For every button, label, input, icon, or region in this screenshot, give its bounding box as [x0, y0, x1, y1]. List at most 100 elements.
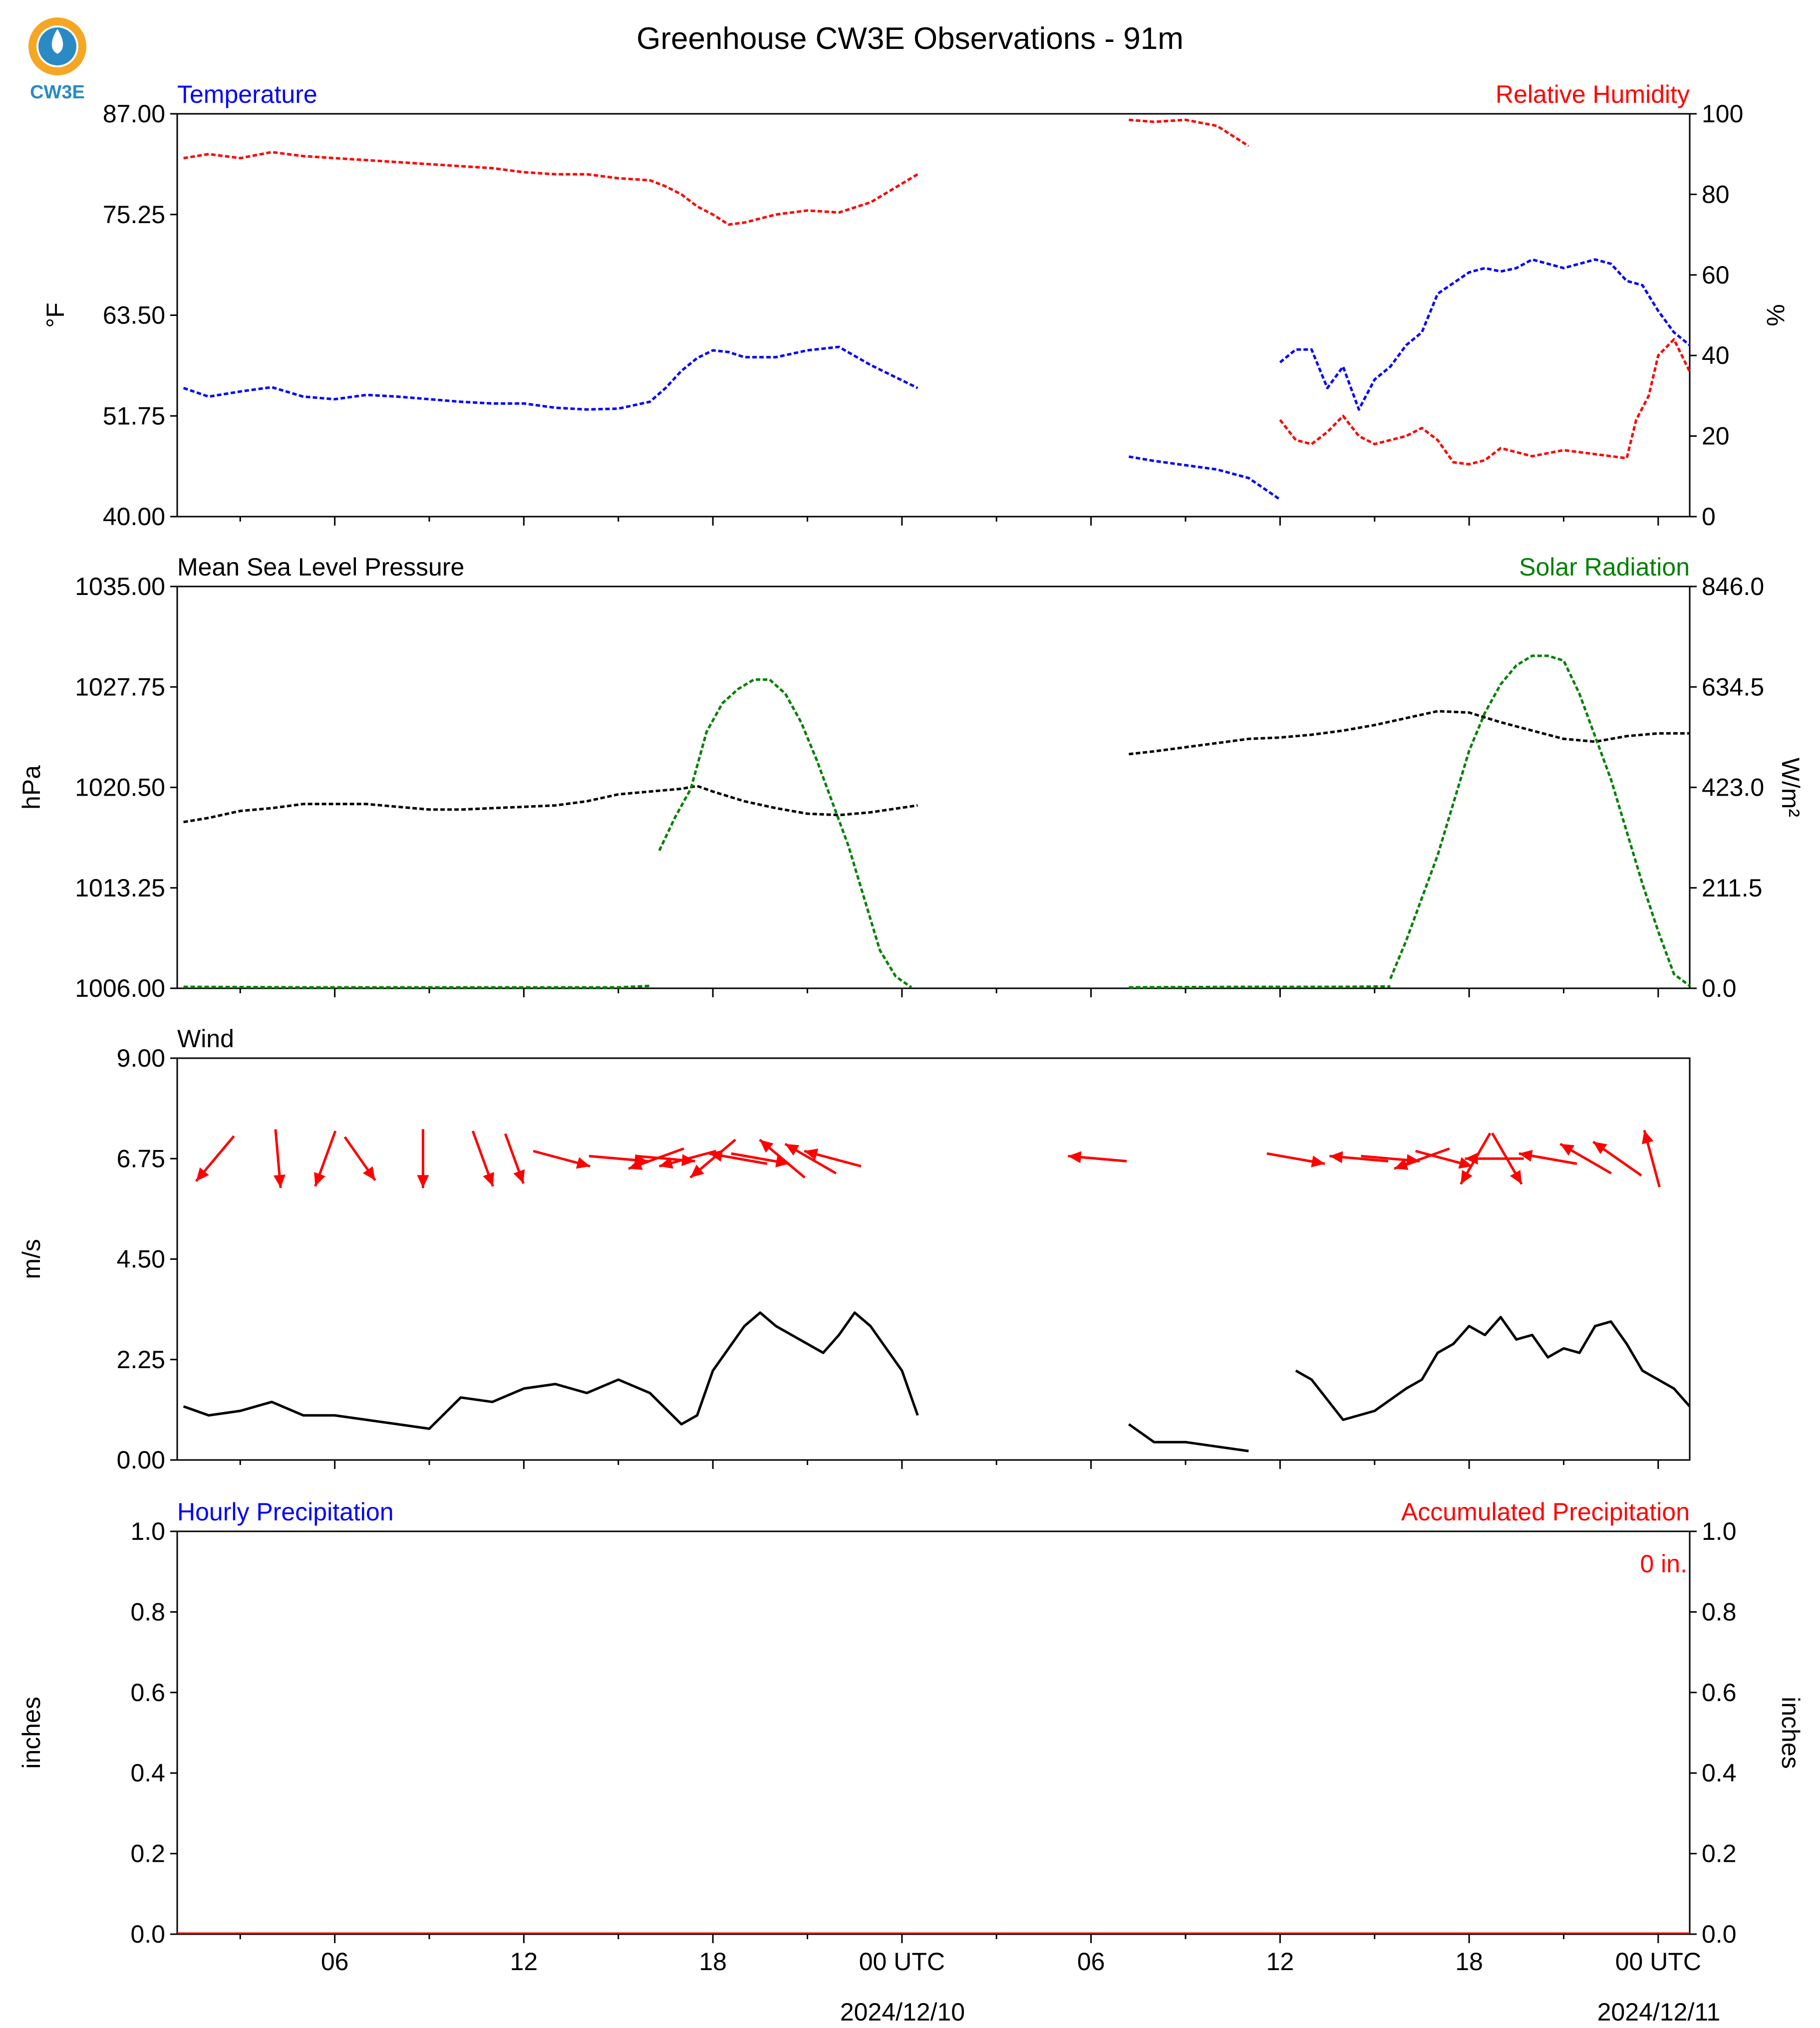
- wind-left-tick-label: 4.50: [117, 1245, 165, 1273]
- x-tick-label: 00 UTC: [859, 1948, 945, 1976]
- wind-left-tick-label: 2.25: [117, 1346, 165, 1374]
- temperature-series-1-segment-2: [1279, 338, 1691, 466]
- wind-arrow: [804, 1149, 862, 1167]
- logo-drop-icon: [51, 29, 63, 54]
- figure-title: Greenhouse CW3E Observations - 91m: [636, 21, 1184, 56]
- wind-arrow-head-icon: [759, 1140, 774, 1153]
- wind-arrow: [709, 1150, 768, 1165]
- wind-arrow: [417, 1129, 429, 1188]
- date-label-1: 2024/12/10: [840, 1998, 965, 2026]
- panel-precipitation: 1.0 0.8 0.6 0.4 0.2 0.0 1.0 0.8 0.6 0.4 0.2 0.0 06 12…: [17, 1498, 1805, 1976]
- logo-text: CW3E: [30, 82, 85, 103]
- wind-arrow: [314, 1130, 337, 1187]
- wind-arrow-head-icon: [1593, 1142, 1607, 1155]
- pressure-right-tick-label: 846.0: [1702, 573, 1764, 600]
- x-tick-label: 00 UTC: [1615, 1948, 1701, 1976]
- temperature-series-1-segment-1: [1129, 118, 1249, 147]
- temperature-right-tick-label: 0: [1702, 503, 1716, 531]
- pressure-series-1-segment-1: [658, 678, 912, 989]
- pressure-left-tick-label: 1027.75: [75, 673, 165, 701]
- temperature-right-tick-label: 60: [1702, 261, 1730, 289]
- wind-arrow-head-icon: [1329, 1151, 1343, 1163]
- wind-arrow-head-icon: [681, 1154, 695, 1166]
- pressure-right-tick-label: 211.5: [1702, 874, 1762, 902]
- wind-arrow: [1559, 1143, 1612, 1174]
- wind-arrow: [689, 1139, 736, 1179]
- pressure-left-ylabel: hPa: [17, 765, 45, 810]
- wind-arrow: [273, 1129, 286, 1188]
- panel-wind: 9.00 6.75 4.50 2.25 0.00 Wind m/s: [17, 1025, 1691, 1474]
- wind-arrow: [1415, 1150, 1473, 1169]
- temperature-left-ylabel: °F: [41, 302, 69, 328]
- wind-arrow-head-icon: [1394, 1159, 1409, 1170]
- wind-arrow-head-icon: [417, 1175, 429, 1188]
- precipitation-right-ylabel: inches: [1777, 1697, 1805, 1769]
- accumulated-precip-label: 0 in.: [1640, 1550, 1687, 1578]
- wind-arrow-head-icon: [1311, 1156, 1325, 1167]
- wind-arrow-head-icon: [513, 1169, 525, 1184]
- pressure-series-1-segment-3: [1389, 654, 1691, 987]
- pressure-right-tick-label: 0.0: [1702, 974, 1737, 1002]
- temperature-left-title: Temperature: [177, 80, 317, 108]
- precipitation-left-tick-label: 0.6: [130, 1679, 165, 1707]
- wind-arrow: [1394, 1147, 1450, 1170]
- wind-arrow-head-icon: [1518, 1150, 1533, 1162]
- wind-arrow-head-icon: [775, 1156, 789, 1167]
- precipitation-right-title: Accumulated Precipitation: [1401, 1498, 1690, 1526]
- precipitation-right-tick-label: 0.2: [1702, 1840, 1737, 1868]
- wind-arrow: [504, 1133, 525, 1184]
- pressure-right-tick-label: 423.0: [1702, 774, 1764, 802]
- pressure-series-1-segment-2: [1129, 985, 1391, 989]
- wind-arrow: [1068, 1151, 1127, 1163]
- precipitation-left-tick-label: 0.0: [130, 1920, 165, 1948]
- temperature-right-tick-label: 80: [1702, 180, 1730, 208]
- pressure-series-0-segment-0: [183, 785, 918, 824]
- wind-left-ylabel: m/s: [17, 1239, 45, 1279]
- panel-temperature: 87.00 75.25 63.50 51.75 40.00 100 80 60 40 20 0 Tem…: [41, 80, 1790, 531]
- wind-arrow-head-icon: [1642, 1130, 1654, 1145]
- temperature-left-tick-label: 75.25: [103, 201, 165, 229]
- precipitation-right-tick-label: 0.6: [1702, 1679, 1737, 1707]
- wind-arrow: [1518, 1150, 1577, 1165]
- x-tick-label: 06: [321, 1948, 349, 1976]
- temperature-left-tick-label: 40.00: [103, 503, 165, 531]
- temperature-right-title: Relative Humidity: [1496, 80, 1690, 108]
- pressure-left-title: Mean Sea Level Pressure: [177, 553, 464, 581]
- wind-arrow: [1491, 1132, 1523, 1185]
- wind-arrow-head-icon: [483, 1172, 494, 1186]
- wind-arrow: [1642, 1130, 1661, 1187]
- wind-arrow-head-icon: [1510, 1169, 1522, 1184]
- wind-arrow-head-icon: [196, 1167, 209, 1181]
- panel-pressure: 1035.00 1027.75 1020.50 1013.25 1006.00 846.0…: [17, 553, 1805, 1002]
- pressure-left-tick-label: 1013.25: [75, 874, 165, 902]
- wind-arrow: [731, 1152, 790, 1167]
- pressure-left-tick-label: 1006.00: [75, 974, 165, 1002]
- pressure-right-ylabel: W/m²: [1777, 758, 1805, 817]
- pressure-left-tick-label: 1020.50: [75, 774, 165, 802]
- wind-left-tick-label: 9.00: [117, 1044, 165, 1072]
- wind-series-0-segment-2: [1295, 1316, 1691, 1421]
- wind-arrow: [533, 1150, 591, 1169]
- wind-arrow: [759, 1139, 806, 1179]
- wind-left-tick-label: 0.00: [117, 1446, 165, 1474]
- temperature-right-tick-label: 20: [1702, 422, 1730, 450]
- precipitation-right-tick-label: 0.8: [1702, 1598, 1737, 1626]
- precipitation-right-tick-label: 1.0: [1702, 1517, 1737, 1545]
- wind-arrow-head-icon: [785, 1144, 800, 1156]
- wind-arrow: [195, 1135, 235, 1182]
- date-label-2: 2024/12/11: [1597, 1998, 1721, 2026]
- temperature-left-tick-label: 63.50: [103, 301, 165, 329]
- wind-arrow: [471, 1130, 494, 1187]
- x-tick-label: 12: [510, 1948, 538, 1976]
- wind-arrow-head-icon: [273, 1174, 286, 1188]
- cw3e-logo: CW3E: [28, 17, 86, 103]
- wind-arrow-head-icon: [1465, 1153, 1478, 1165]
- temperature-series-1-segment-0: [183, 151, 918, 226]
- wind-arrow: [658, 1150, 717, 1169]
- wind-arrow: [1329, 1151, 1389, 1163]
- x-tick-label: 12: [1266, 1948, 1294, 1976]
- wind-arrow-head-icon: [576, 1157, 591, 1169]
- wind-arrow-head-icon: [1458, 1157, 1473, 1169]
- pressure-right-tick-label: 634.5: [1702, 673, 1764, 701]
